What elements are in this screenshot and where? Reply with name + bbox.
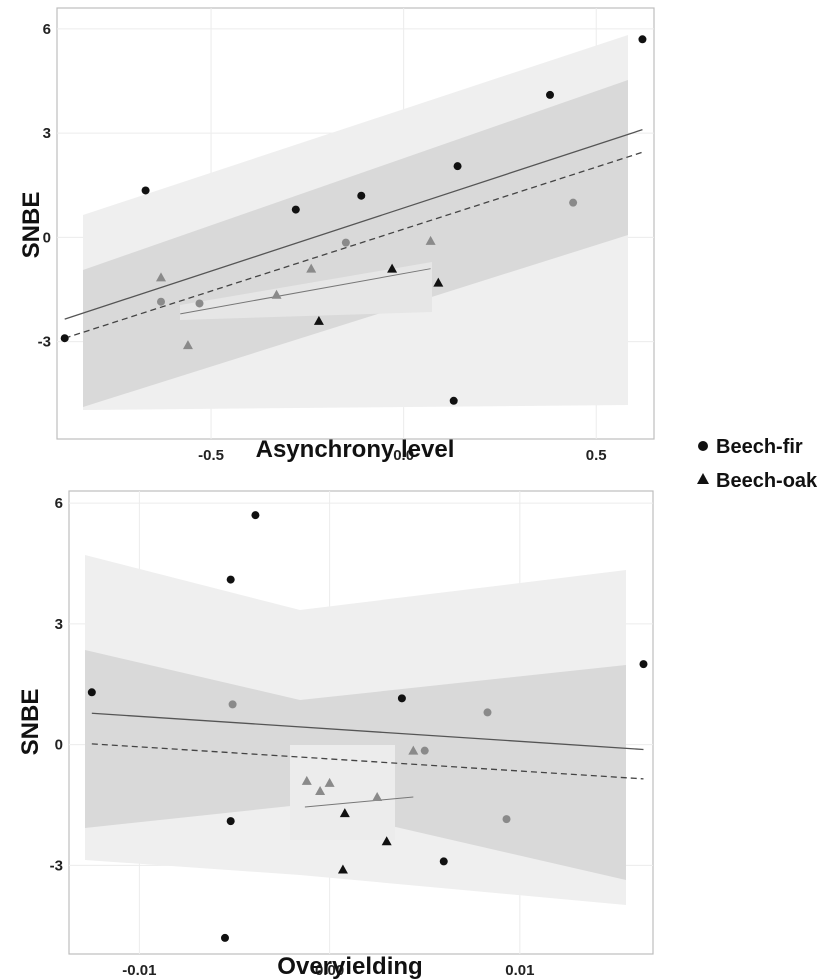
- x-axis-label: Overyielding: [277, 953, 422, 979]
- point-beech-fir: [449, 396, 458, 405]
- x-axis-ticks: -0.5 0.0 0.5: [198, 447, 607, 464]
- legend: Beech-fir Beech-oak: [697, 436, 818, 492]
- point-beech-fir: [226, 575, 235, 584]
- point-beech-oak: [433, 277, 444, 287]
- point-beech-fir: [502, 815, 511, 824]
- fit-lines: [91, 712, 644, 808]
- x-axis-label: Asynchrony level: [256, 436, 455, 463]
- point-beech-fir: [638, 35, 647, 44]
- point-beech-oak: [337, 864, 348, 874]
- point-beech-fir: [341, 238, 350, 247]
- point-beech-oak: [271, 289, 282, 299]
- y-tick-label: -3: [38, 334, 51, 351]
- point-beech-oak: [408, 745, 419, 755]
- dashed-fit-line: [91, 743, 644, 780]
- point-beech-oak: [315, 785, 326, 795]
- point-beech-fir: [220, 933, 229, 942]
- point-beech-fir: [226, 817, 235, 826]
- y-tick-label: -3: [50, 857, 63, 874]
- point-beech-fir: [141, 186, 150, 195]
- legend-circle-marker: [698, 441, 708, 451]
- point-beech-oak: [313, 315, 324, 325]
- x-tick-label: -0.5: [198, 447, 224, 464]
- point-beech-fir: [251, 511, 260, 520]
- point-beech-fir: [60, 334, 69, 343]
- data-points: [60, 35, 647, 405]
- point-beech-fir: [453, 162, 462, 171]
- point-beech-fir: [439, 857, 448, 866]
- ci-band-inner: [83, 80, 628, 407]
- y-tick-label: 3: [43, 125, 51, 142]
- point-beech-oak: [324, 777, 335, 787]
- point-beech-fir: [569, 198, 578, 207]
- y-axis-label: SNBE: [17, 689, 44, 756]
- legend-label-beech-oak: Beech-oak: [716, 470, 818, 492]
- point-beech-fir: [639, 660, 648, 669]
- point-beech-fir: [195, 299, 204, 308]
- y-tick-label: 3: [55, 616, 63, 633]
- point-beech-fir: [420, 746, 429, 755]
- point-beech-oak: [155, 272, 166, 282]
- legend-item-beech-fir: Beech-fir: [698, 436, 803, 458]
- point-beech-oak: [339, 808, 350, 818]
- point-beech-oak: [425, 235, 436, 245]
- point-beech-fir: [87, 688, 96, 697]
- data-points: [87, 511, 648, 942]
- fit-lines: [64, 129, 643, 339]
- point-beech-oak: [381, 836, 392, 846]
- y-tick-label: 6: [43, 21, 51, 38]
- plot-overyielding: -0.01 0.00 0.01 -3 0 3 6 Overyielding SNBE: [17, 490, 654, 979]
- dashed-fit-line: [64, 151, 643, 339]
- x-axis-ticks: -0.01 0.00 0.01: [122, 962, 534, 979]
- fit-line-beech-oak: [180, 268, 431, 315]
- point-beech-fir: [397, 694, 406, 703]
- fit-line-beech-oak: [304, 796, 414, 808]
- point-beech-oak: [301, 775, 312, 785]
- y-axis-ticks: -3 0 3 6: [38, 21, 51, 351]
- point-beech-fir: [228, 700, 237, 709]
- point-beech-fir: [546, 90, 555, 99]
- legend-item-beech-oak: Beech-oak: [697, 470, 818, 492]
- fit-line-beech-fir: [64, 129, 643, 320]
- x-tick-label: 0.0: [393, 447, 414, 464]
- fit-line-beech-fir: [91, 712, 644, 751]
- y-tick-label: 0: [43, 229, 51, 246]
- y-tick-label: 0: [55, 737, 63, 754]
- point-beech-fir: [156, 297, 165, 306]
- point-beech-fir: [357, 191, 366, 200]
- point-beech-fir: [483, 708, 492, 717]
- x-tick-label: -0.01: [122, 962, 156, 979]
- plot-asynchrony: -0.5 0.0 0.5 -3 0 3 6 Asynchrony level SNBE: [18, 7, 655, 464]
- y-axis-label: SNBE: [18, 192, 45, 259]
- y-axis-ticks: -3 0 3 6: [50, 495, 63, 874]
- legend-label-beech-fir: Beech-fir: [716, 436, 803, 458]
- point-beech-oak: [306, 263, 317, 273]
- x-tick-label: 0.5: [586, 447, 607, 464]
- point-beech-oak: [372, 791, 383, 801]
- x-tick-label: 0.00: [315, 962, 344, 979]
- point-beech-oak: [182, 340, 193, 350]
- y-tick-label: 6: [55, 495, 63, 512]
- point-beech-fir: [291, 205, 300, 214]
- ci-band-oak: [290, 745, 395, 840]
- x-tick-label: 0.01: [505, 962, 534, 979]
- legend-triangle-marker: [697, 473, 709, 484]
- point-beech-oak: [387, 263, 398, 273]
